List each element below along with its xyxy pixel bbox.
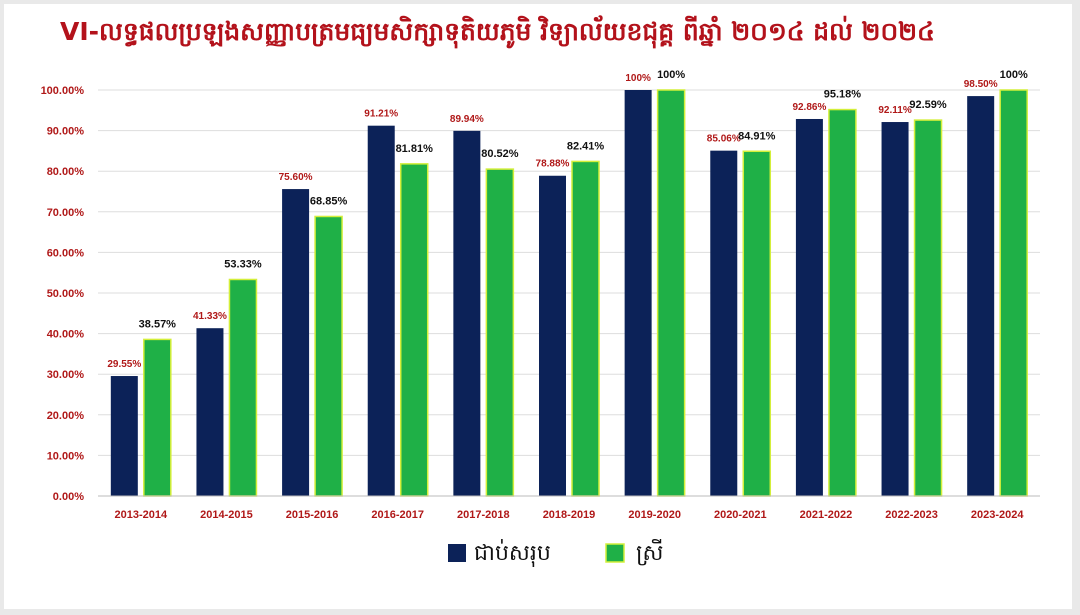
x-tick-label: 2016-2017 <box>371 509 424 521</box>
bar-total <box>710 150 738 496</box>
data-label-total: 89.94% <box>450 114 484 125</box>
data-label-female: 82.41% <box>567 140 605 152</box>
x-tick-label: 2023-2024 <box>971 509 1024 521</box>
data-label-female: 38.57% <box>139 318 177 330</box>
y-tick-label: 10.00% <box>47 450 85 462</box>
data-label-female: 84.91% <box>738 130 776 142</box>
data-label-total: 85.06% <box>707 134 741 145</box>
data-label-total: 91.21% <box>364 109 398 120</box>
bar-female <box>913 119 943 497</box>
y-tick-label: 80.00% <box>47 166 85 178</box>
x-tick-label: 2015-2016 <box>286 509 339 521</box>
bar-total <box>795 118 823 496</box>
y-tick-label: 60.00% <box>47 247 85 259</box>
data-label-total: 92.86% <box>792 102 826 113</box>
x-tick-label: 2019-2020 <box>628 509 681 521</box>
data-label-female: 92.59% <box>909 99 947 111</box>
bar-total <box>967 96 995 496</box>
bar-total <box>367 125 395 496</box>
legend-label-female: ស្រី <box>636 539 664 566</box>
data-label-female: 68.85% <box>310 195 348 207</box>
y-tick-label: 0.00% <box>53 491 84 503</box>
bar-female <box>399 163 429 497</box>
bar-total <box>624 90 652 496</box>
y-axis: 0.00% 10.00% 20.00% 30.00% 40.00% 50.00% 60.00… <box>41 85 85 503</box>
y-tick-label: 50.00% <box>47 288 85 300</box>
bar-total <box>453 130 481 496</box>
x-tick-label: 2013-2014 <box>115 509 168 521</box>
bar-female <box>485 168 515 497</box>
data-label-total: 75.60% <box>279 172 313 183</box>
y-tick-label: 100.00% <box>41 85 85 97</box>
bar-female <box>314 215 343 497</box>
bar-female <box>143 338 172 497</box>
data-label-female: 53.33% <box>224 258 262 270</box>
legend: ជាប់សរុប ស្រី <box>448 539 664 567</box>
bar-total <box>110 376 138 496</box>
x-tick-label: 2021-2022 <box>800 509 853 521</box>
legend-swatch-female <box>605 543 625 563</box>
x-tick-label: 2020-2021 <box>714 509 767 521</box>
data-label-total: 78.88% <box>536 159 570 170</box>
x-tick-label: 2018-2019 <box>543 509 596 521</box>
legend-label-total: ជាប់សរុប <box>474 539 551 567</box>
x-tick-label: 2022-2023 <box>885 509 938 521</box>
data-label-total: 100% <box>625 73 651 84</box>
data-label-female: 80.52% <box>481 148 519 160</box>
data-label-total: 98.50% <box>964 79 998 90</box>
bar-total <box>282 189 310 496</box>
x-tick-label: 2014-2015 <box>200 509 253 521</box>
y-tick-label: 20.00% <box>47 410 85 422</box>
bar-total <box>539 175 566 496</box>
legend-swatch-total <box>448 544 466 562</box>
data-label-female: 100% <box>1000 69 1028 81</box>
chart-title: VI-លទ្ធផលប្រឡងសញ្ញាបត្រមធ្យមសិក្សាទុតិយភ… <box>60 17 935 46</box>
y-tick-label: 70.00% <box>47 207 85 219</box>
y-tick-label: 90.00% <box>47 126 85 138</box>
bar-female <box>571 160 600 497</box>
x-tick-label: 2017-2018 <box>457 509 510 521</box>
data-label-female: 81.81% <box>396 143 434 155</box>
data-label-female: 95.18% <box>824 89 862 101</box>
bar-female <box>999 89 1028 497</box>
bars <box>110 89 1028 497</box>
bar-total <box>196 328 224 496</box>
bar-female <box>656 89 686 497</box>
data-label-total: 29.55% <box>107 359 141 370</box>
x-axis: 2013-2014 2014-2015 2015-2016 2016-2017 2017… <box>98 495 1040 521</box>
data-labels: 29.55% 38.57% 41.33% 53.33% 75.60% 68.85% 91.2… <box>107 69 1028 370</box>
y-tick-label: 30.00% <box>47 369 85 381</box>
bar-female <box>828 108 857 497</box>
data-label-total: 41.33% <box>193 311 227 322</box>
y-tick-label: 40.00% <box>47 329 85 341</box>
data-label-female: 100% <box>657 69 685 81</box>
bar-total <box>881 122 909 497</box>
bar-female <box>742 150 772 497</box>
bar-female <box>228 278 258 497</box>
data-label-total: 92.11% <box>878 105 911 116</box>
